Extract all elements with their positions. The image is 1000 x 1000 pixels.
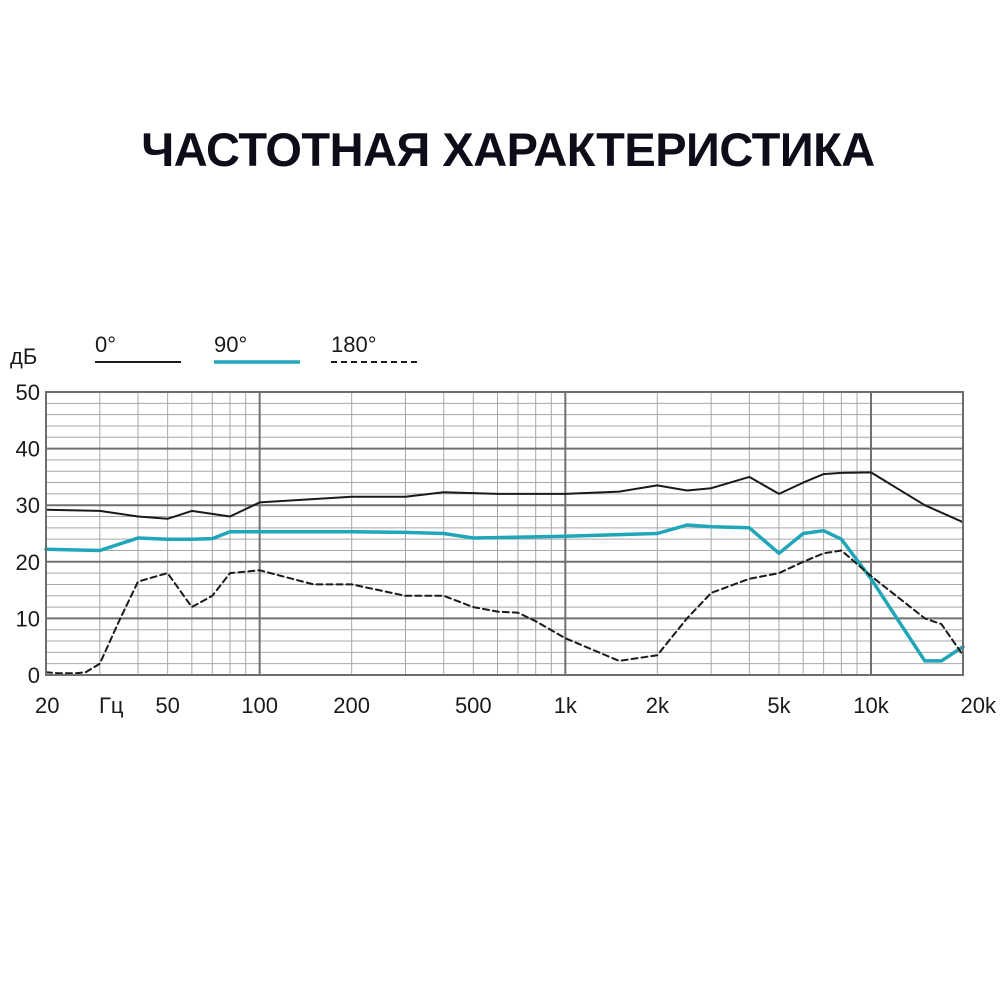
legend: 0° 90° 180° [95, 332, 417, 364]
x-tick-label: 10k [853, 693, 889, 718]
series-line-2 [45, 549, 964, 675]
series-lines [44, 471, 965, 675]
plot-frame [45, 391, 964, 676]
x-tick-labels: 20 50 100 200 500 1k 2k 5k 10k 20k [35, 693, 997, 718]
y-tick-label: 30 [16, 493, 40, 518]
legend-label-2: 180° [331, 332, 377, 357]
chart-title: ЧАСТОТНАЯ ХАРАКТЕРИСТИКА [141, 123, 874, 176]
x-tick-label: 2k [646, 693, 670, 718]
x-tick-label: 200 [333, 693, 370, 718]
x-tick-label: 20k [961, 693, 997, 718]
legend-label-1: 90° [214, 332, 247, 357]
y-tick-label: 10 [16, 606, 40, 631]
x-tick-label: 5k [767, 693, 791, 718]
y-tick-labels: 0 10 20 30 40 50 [16, 380, 40, 688]
x-tick-label: 1k [554, 693, 578, 718]
series-line-1 [44, 523, 965, 663]
x-tick-label: 500 [455, 693, 492, 718]
y-tick-label: 20 [16, 550, 40, 575]
series-line-0 [45, 471, 964, 524]
y-tick-label: 40 [16, 437, 40, 462]
x-tick-label: 100 [241, 693, 278, 718]
y-tick-label: 0 [28, 663, 40, 688]
y-axis-unit-label: дБ [10, 344, 37, 369]
x-tick-label: 50 [155, 693, 179, 718]
x-tick-label: 20 [35, 693, 59, 718]
x-axis-unit-label: Гц [99, 693, 124, 718]
y-tick-label: 50 [16, 380, 40, 405]
legend-label-0: 0° [95, 332, 116, 357]
